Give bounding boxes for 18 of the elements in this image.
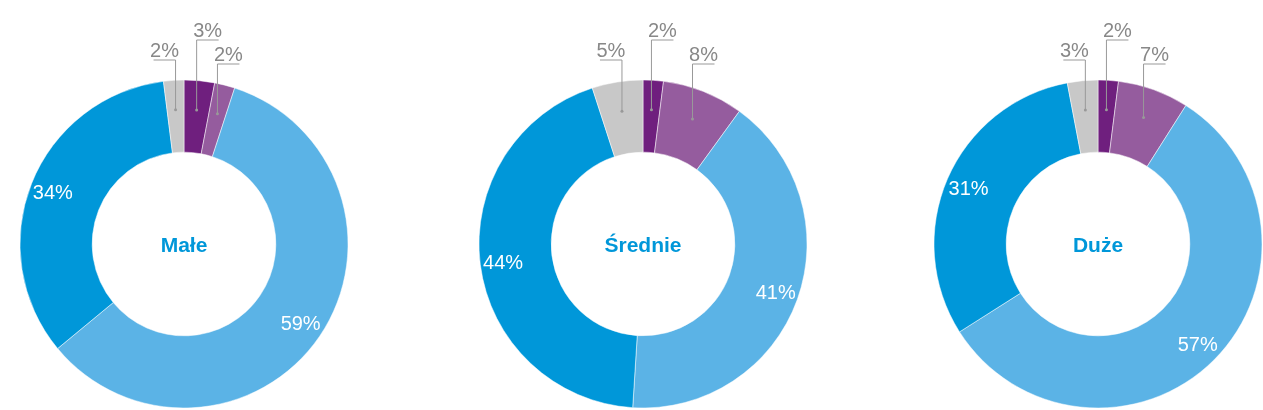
- data-label: 3%: [1059, 39, 1090, 61]
- data-label: 7%: [1140, 43, 1170, 65]
- text: Małe: [160, 232, 208, 256]
- data-label: 2%: [1102, 19, 1133, 41]
- text: Średnie: [604, 232, 682, 256]
- data-label: 2%: [213, 43, 244, 65]
- data-label: 8%: [689, 43, 719, 65]
- data-label: 59%: [280, 312, 321, 335]
- data-label: 41%: [755, 280, 796, 303]
- data-label: 31%: [948, 176, 989, 199]
- data-label: 44%: [483, 250, 524, 273]
- data-label: 2%: [647, 19, 678, 41]
- data-label: 2%: [150, 39, 180, 61]
- text: Duże: [1072, 232, 1124, 256]
- data-label: 34%: [32, 181, 74, 204]
- data-label: 3%: [193, 19, 223, 41]
- data-label: 57%: [1177, 332, 1218, 355]
- data-label: 5%: [596, 39, 626, 61]
